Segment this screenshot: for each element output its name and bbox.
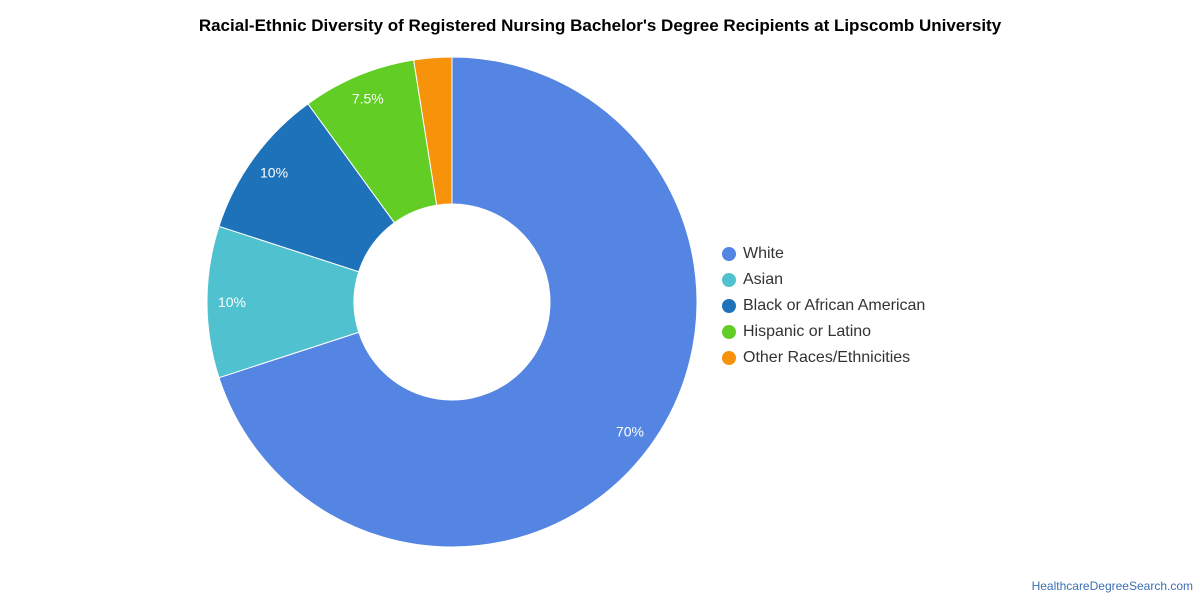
legend-label: Hispanic or Latino: [743, 323, 872, 340]
legend-item-hispanic-or-latino[interactable]: Hispanic or Latino: [722, 319, 925, 345]
legend-swatch-icon: [722, 351, 736, 365]
legend-swatch-icon: [722, 325, 736, 339]
legend-swatch-icon: [722, 273, 736, 287]
chart-title: Racial-Ethnic Diversity of Registered Nu…: [198, 16, 1002, 35]
legend-label: White: [743, 245, 784, 262]
data-label-asian: 10%: [218, 294, 246, 310]
legend: White Asian Black or African American Hispa…: [722, 241, 925, 371]
data-label-white: 70%: [616, 423, 644, 439]
slice-white[interactable]: [218, 56, 698, 548]
data-label-hispanic-or-latino: 7.5%: [352, 91, 384, 107]
legend-swatch-icon: [722, 299, 736, 313]
legend-item-white[interactable]: White: [722, 241, 925, 267]
slice-other-races-ethnicities[interactable]: [413, 56, 453, 206]
legend-item-black-or-african-american[interactable]: Black or African American: [722, 293, 925, 319]
legend-label: Other Races/Ethnicities: [743, 349, 911, 366]
source-credit[interactable]: HealthcareDegreeSearch.com: [1031, 579, 1193, 593]
legend-item-other-races-ethnicities[interactable]: Other Races/Ethnicities: [722, 345, 925, 371]
legend-label: Asian: [743, 271, 784, 288]
legend-item-asian[interactable]: Asian: [722, 267, 925, 293]
legend-label: Black or African American: [743, 297, 926, 314]
legend-swatch-icon: [722, 247, 736, 261]
data-label-black-or-african-american: 10%: [260, 165, 288, 181]
